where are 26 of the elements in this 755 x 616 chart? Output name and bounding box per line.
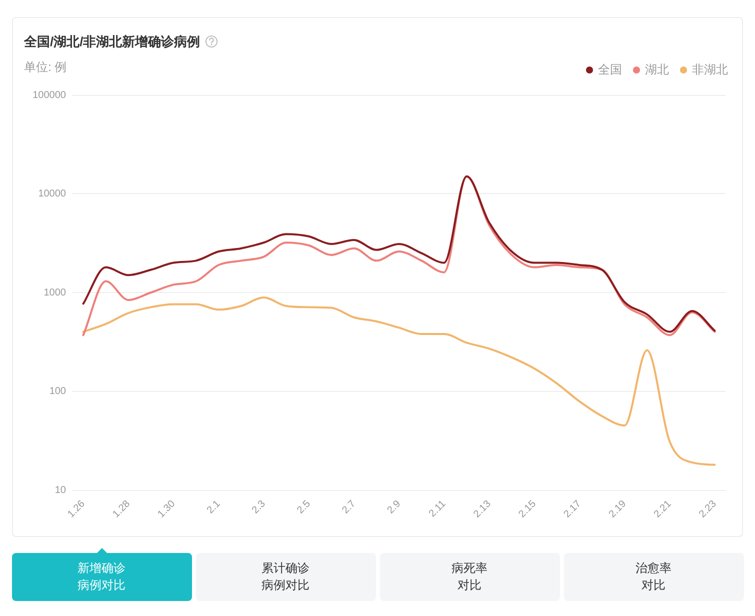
tab-button: 新增确诊病例对比 (12, 553, 192, 601)
x-tick-label: 2.5 (295, 498, 314, 516)
y-tick-label: 100000 (32, 90, 66, 101)
tab-button: 病死率对比 (380, 553, 560, 601)
legend-label: 非湖北 (692, 62, 728, 76)
y-tick-label: 10000 (38, 188, 66, 200)
x-tick-label: 2.7 (340, 498, 358, 516)
x-tick-label: 2.9 (385, 498, 404, 516)
tab-button: 累计确诊病例对比 (196, 553, 376, 601)
legend-label: 全国 (598, 62, 622, 76)
x-tick-label: 2.19 (607, 498, 629, 520)
legend-label: 湖北 (645, 62, 669, 76)
x-tick-label: 2.13 (472, 498, 494, 520)
x-tick-label: 2.3 (250, 498, 268, 516)
x-tick-label: 2.11 (427, 498, 448, 520)
line-series (82, 296, 716, 466)
y-tick-label: 1000 (44, 287, 66, 298)
tab-button: 治愈率对比 (564, 553, 744, 601)
x-tick-label: 2.21 (652, 498, 674, 520)
x-tick-label: 2.1 (205, 498, 223, 516)
y-tick-label: 10 (54, 484, 66, 496)
y-axis-title: 单位: 例 (24, 60, 67, 75)
x-tick-label: 1.30 (156, 498, 178, 520)
x-tick-label: 2.23 (697, 498, 720, 520)
chart-title: 全国/湖北/非湖北新增确诊病例 (24, 34, 200, 49)
y-tick-label: 100 (49, 386, 66, 397)
